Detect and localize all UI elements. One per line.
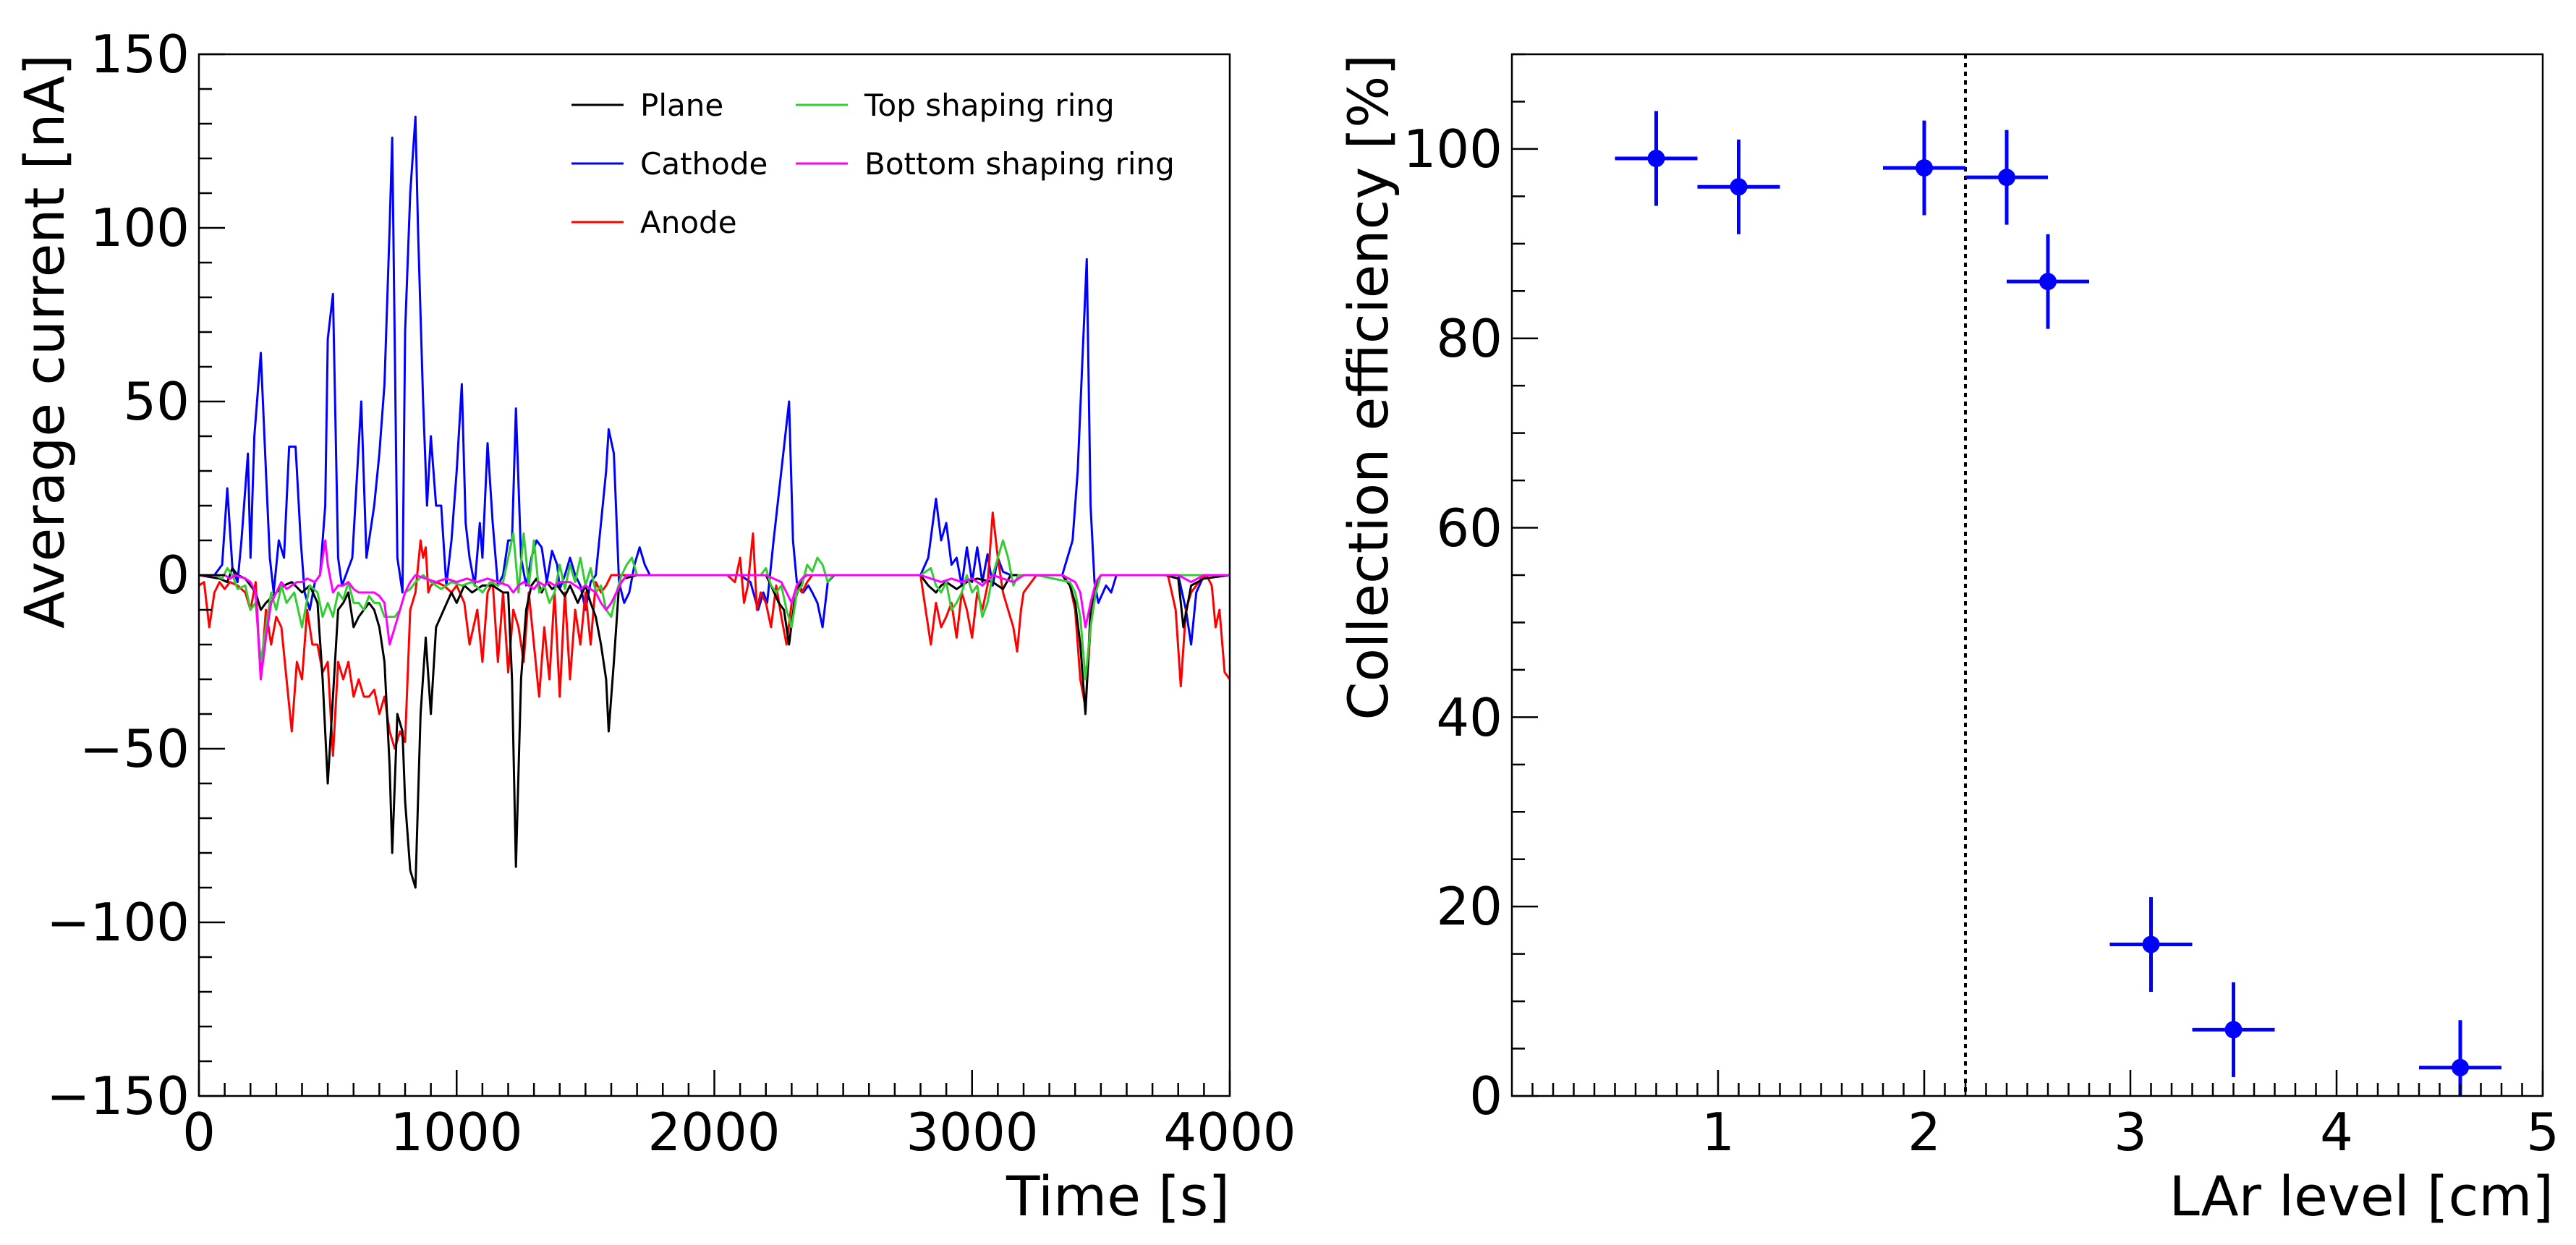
x-tick-label: 2000 [647,1102,780,1163]
y-tick-label: 40 [1436,687,1502,748]
data-point [1965,129,2048,225]
y-tick-label: 0 [156,545,190,605]
data-marker [1998,169,2015,187]
y-tick-label: 80 [1436,308,1502,369]
legend: Plane Cathode Anode Top shaping ring Bot… [571,88,1175,240]
y-tick-label: 50 [123,371,190,432]
data-point [1697,139,1780,234]
data-point [2007,234,2089,329]
x-axis-title: LAr level [cm] [2169,1164,2554,1228]
current-series-group [198,115,1231,889]
data-point [2192,982,2275,1077]
y-tick-label: 0 [1469,1066,1502,1126]
x-tick-label: 0 [182,1102,216,1163]
series-line-anode [198,511,1231,757]
x-tick-label: 5 [2526,1102,2559,1163]
legend-label: Plane [640,88,723,123]
data-marker [2142,935,2160,953]
efficiency-points-group [1615,111,2501,1096]
x-tick-label: 1000 [390,1102,522,1163]
x-tick-label: 1 [1701,1102,1735,1163]
y-tick-label: 100 [1403,119,1502,179]
legend-entry-plane: Plane [571,88,723,123]
data-marker [1647,150,1665,167]
series-line-cathode [199,115,1230,646]
data-marker [1916,159,1933,177]
y-tick-label: 20 [1436,876,1502,937]
right-axis-ticks [1512,53,2544,1097]
series-line-bottom-shaping-ring [199,539,1230,681]
y-tick-label: 150 [90,24,190,85]
legend-entry-cathode: Cathode [571,146,768,182]
data-point [1883,120,1965,216]
legend-label: Bottom shaping ring [864,146,1175,182]
y-tick-label: −150 [46,1066,190,1126]
x-axis-title: Time [s] [1006,1164,1230,1228]
data-point [1615,111,1698,206]
legend-entry-bottom-shaping-ring: Bottom shaping ring [796,146,1175,182]
left-axis-tick-labels: 0 1000 2000 3000 4000 −150 −100 −50 0 50… [46,24,1296,1163]
y-tick-label: 60 [1436,498,1502,558]
legend-label: Anode [640,205,737,240]
right-axis-tick-labels: 1 2 3 4 5 0 20 40 60 80 100 [1403,119,2559,1163]
x-tick-label: 2 [1908,1102,1941,1163]
legend-label: Top shaping ring [864,88,1115,123]
left-axis-ticks [197,53,1231,1097]
x-tick-label: 3 [2114,1102,2147,1163]
efficiency-vs-level-chart: 1 2 3 4 5 0 20 40 60 80 100 LAr level [c… [1336,53,2559,1228]
legend-label: Cathode [640,146,768,182]
data-point [2109,897,2193,992]
x-tick-label: 4000 [1163,1102,1296,1163]
data-marker [2039,273,2057,291]
y-axis-title: Average current [nA] [12,54,77,629]
x-tick-label: 4 [2320,1102,2353,1163]
data-marker [2224,1021,2243,1039]
legend-entry-anode: Anode [571,205,737,240]
data-marker [1730,178,1748,196]
y-tick-label: −100 [46,892,190,953]
y-tick-label: 100 [90,197,190,258]
y-tick-label: −50 [80,718,190,779]
y-axis-title: Collection efficiency [%] [1336,54,1400,721]
x-tick-label: 3000 [906,1102,1038,1163]
current-vs-time-chart: 0 1000 2000 3000 4000 −150 −100 −50 0 50… [12,24,1296,1228]
legend-entry-top-shaping-ring: Top shaping ring [796,88,1115,123]
series-line-plane [198,566,1230,889]
data-marker [2452,1058,2469,1076]
series-line-top-shaping-ring [199,532,1230,681]
